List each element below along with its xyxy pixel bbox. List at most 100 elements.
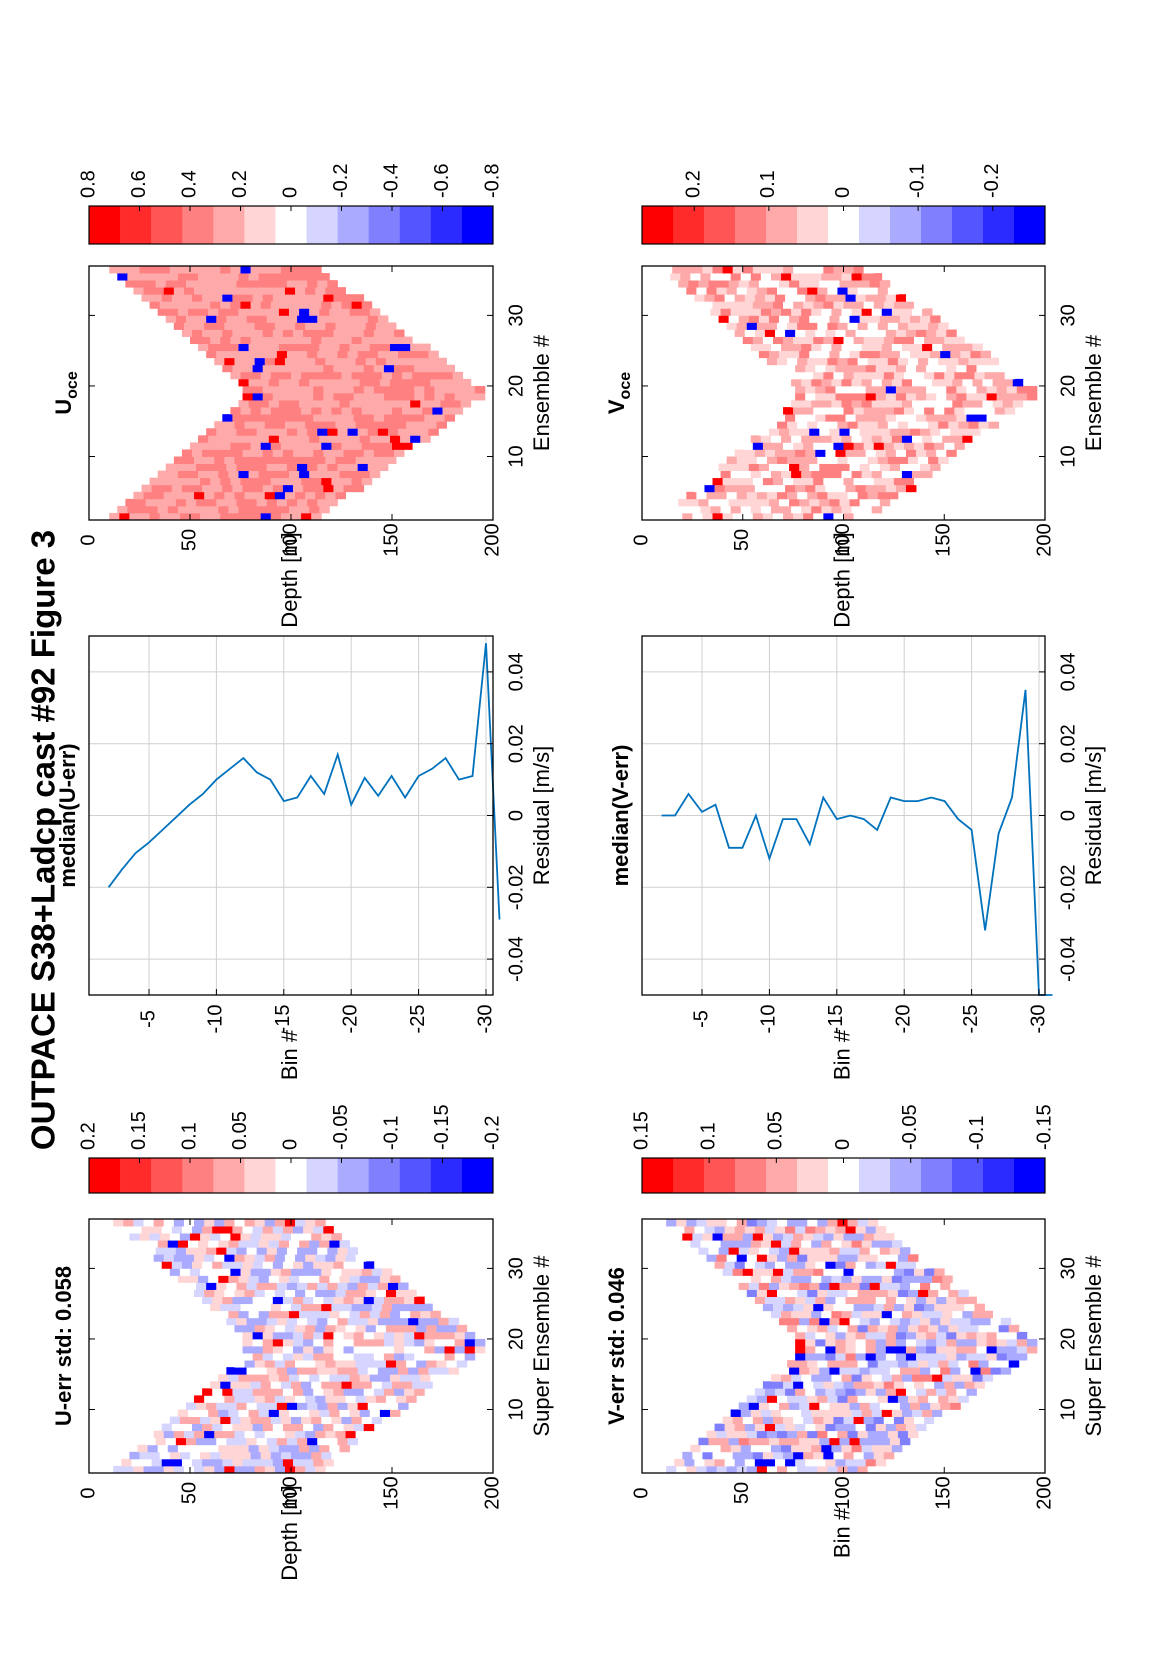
colorbar-tick-label: 0 bbox=[279, 1139, 301, 1150]
heatmap-cell bbox=[905, 1423, 917, 1432]
heatmap-cell bbox=[754, 294, 766, 302]
heatmap-cell bbox=[793, 1233, 804, 1241]
heatmap-cell bbox=[295, 1219, 306, 1227]
heatmap-cell bbox=[914, 371, 925, 380]
heatmap-cell bbox=[226, 428, 237, 436]
heatmap-cell bbox=[825, 1388, 836, 1396]
heatmap-cell bbox=[700, 1240, 711, 1248]
heatmap-cell bbox=[242, 1346, 254, 1354]
heatmap-cell bbox=[367, 315, 379, 323]
heatmap-cell bbox=[200, 442, 211, 450]
heatmap-cell bbox=[333, 364, 344, 373]
heatmap-cell bbox=[766, 1219, 778, 1227]
heatmap-cell bbox=[244, 491, 256, 500]
heatmap-cell bbox=[766, 421, 778, 429]
heatmap-cell bbox=[881, 378, 893, 387]
heatmap-cell bbox=[363, 449, 375, 457]
heatmap-cell bbox=[278, 1374, 290, 1382]
heatmap-cell bbox=[349, 435, 361, 443]
heatmap-cell bbox=[147, 273, 159, 281]
heatmap-cell bbox=[791, 505, 802, 514]
heatmap-cell bbox=[284, 322, 296, 330]
heatmap-cell bbox=[916, 393, 927, 401]
depth-tick-label: 0 bbox=[77, 1487, 99, 1498]
heatmap-cell bbox=[889, 1402, 901, 1410]
heatmap-cell bbox=[817, 1289, 828, 1298]
heatmap-cell bbox=[883, 1233, 895, 1241]
heatmap-cell bbox=[835, 1338, 846, 1347]
heatmap-cell bbox=[829, 1317, 840, 1326]
heatmap-cell bbox=[738, 498, 750, 507]
heatmap-cell bbox=[317, 1317, 328, 1326]
heatmap-cell bbox=[865, 393, 877, 401]
heatmap-cell bbox=[242, 1423, 254, 1432]
heatmap-cell bbox=[946, 1388, 957, 1396]
heatmap-cell bbox=[361, 1381, 373, 1389]
heatmap-cell bbox=[266, 1437, 278, 1446]
heatmap-cell bbox=[926, 393, 937, 401]
heatmap-cell bbox=[795, 385, 806, 394]
heatmap-cell bbox=[240, 336, 251, 345]
heatmap-cell bbox=[861, 1374, 873, 1382]
bin-tick-label: -10 bbox=[205, 1005, 227, 1034]
heatmap-cell bbox=[234, 1395, 245, 1403]
colorbar-swatch bbox=[673, 1158, 705, 1193]
heatmap-cell bbox=[813, 1451, 824, 1460]
heatmap-cell bbox=[754, 1458, 766, 1467]
heatmap-cell bbox=[910, 1402, 921, 1410]
heatmap-cell bbox=[690, 273, 701, 281]
axis-xlabel: Super Ensemble # bbox=[1081, 1255, 1106, 1437]
heatmap-cell bbox=[789, 1247, 800, 1255]
heatmap-cell bbox=[355, 1395, 367, 1403]
heatmap-cell bbox=[887, 357, 899, 366]
heatmap-cell bbox=[280, 442, 292, 450]
colorbar-tick-label: 0.8 bbox=[77, 170, 99, 198]
colorbar-tick-label: -0.2 bbox=[481, 1116, 503, 1150]
heatmap-cell bbox=[887, 1430, 899, 1439]
heatmap-cell bbox=[317, 1282, 328, 1290]
heatmap-cell bbox=[1006, 1346, 1018, 1354]
heatmap-cell bbox=[246, 280, 258, 288]
heatmap-cell bbox=[343, 484, 355, 493]
heatmap-cell bbox=[732, 266, 744, 274]
heatmap-cell bbox=[119, 512, 130, 521]
heatmap-cell bbox=[282, 1296, 294, 1305]
heatmap-cell bbox=[736, 1254, 748, 1262]
ensemble-tick-label: 30 bbox=[505, 1257, 527, 1279]
heatmap-cell bbox=[301, 1416, 312, 1425]
heatmap-cell bbox=[722, 301, 734, 309]
heatmap-cell bbox=[381, 1303, 393, 1312]
heatmap-cell bbox=[313, 449, 324, 457]
heatmap-cell bbox=[855, 1331, 867, 1340]
heatmap-cell bbox=[206, 280, 217, 288]
heatmap-cell bbox=[825, 1423, 836, 1432]
heatmap-cell bbox=[722, 1416, 734, 1425]
heatmap-cell bbox=[930, 1367, 941, 1375]
heatmap-cell bbox=[817, 421, 828, 429]
colorbar-swatch bbox=[735, 1158, 767, 1193]
colorbar-swatch bbox=[797, 1158, 829, 1193]
heatmap-cell bbox=[329, 1444, 340, 1453]
heatmap-cell bbox=[396, 421, 407, 429]
heatmap-cell bbox=[891, 400, 903, 408]
heatmap-cell bbox=[177, 1240, 189, 1248]
heatmap-cell bbox=[339, 308, 350, 316]
heatmap-cell bbox=[803, 1268, 814, 1276]
heatmap-cell bbox=[464, 1353, 476, 1361]
colorbar: 0.15 0.1 0.05 0 -0.05 -0.1 -0.15 bbox=[630, 1104, 1055, 1194]
heatmap-cell bbox=[956, 1338, 967, 1347]
heatmap-cell bbox=[355, 1360, 367, 1368]
heatmap-cell bbox=[976, 1338, 987, 1347]
heatmap-cell bbox=[793, 512, 804, 521]
heatmap-cell bbox=[256, 315, 268, 323]
heatmap-cell bbox=[256, 463, 268, 472]
heatmap-cell bbox=[813, 1233, 824, 1241]
heatmap-cell bbox=[795, 1338, 806, 1347]
heatmap-cell bbox=[404, 1296, 415, 1305]
heatmap-cell bbox=[799, 428, 810, 436]
heatmap-cell bbox=[414, 1346, 425, 1354]
heatmap-cell bbox=[165, 498, 177, 507]
heatmap-cell bbox=[222, 1261, 233, 1269]
heatmap-cell bbox=[789, 350, 800, 359]
heatmap-cell bbox=[301, 1233, 312, 1241]
